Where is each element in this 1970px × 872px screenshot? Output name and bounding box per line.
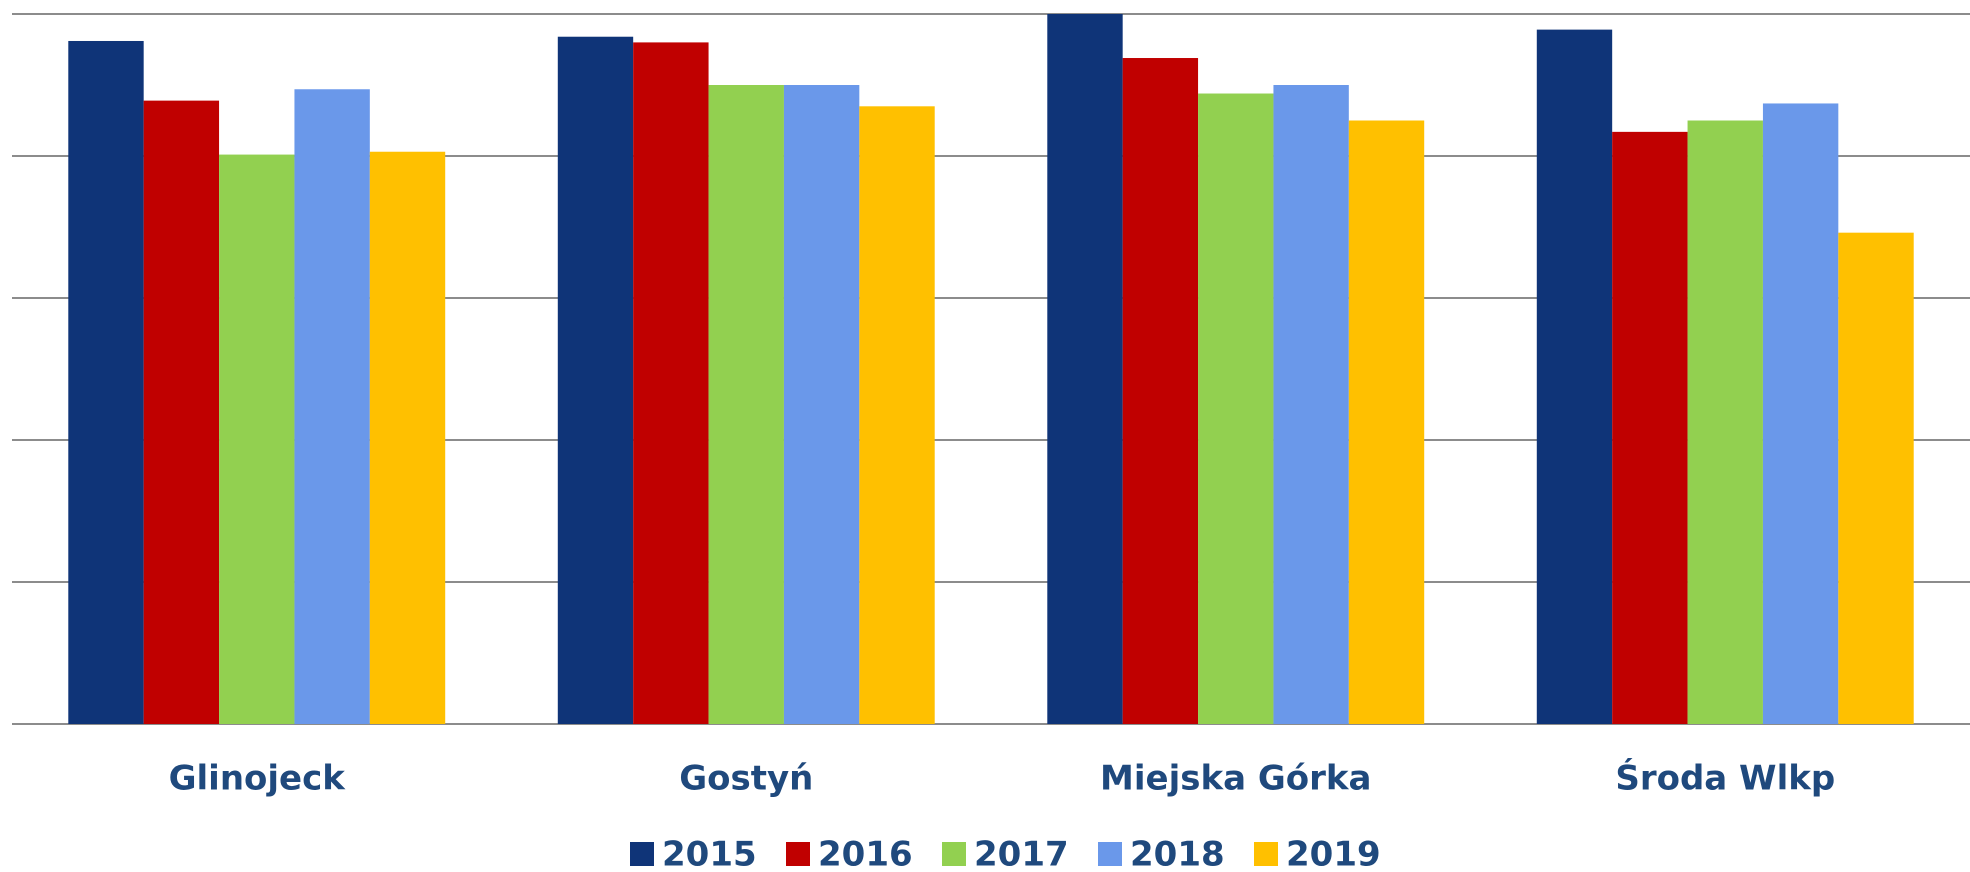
bar (1536, 29, 1613, 725)
bar (143, 100, 220, 725)
bar (1838, 232, 1914, 724)
legend-label: 2017 (974, 835, 1069, 872)
bar (369, 151, 446, 725)
legend-swatch (1098, 842, 1122, 866)
legend-label: 2019 (1286, 835, 1381, 872)
x-tick-label: Miejska Górka (1100, 759, 1371, 799)
bar (68, 40, 144, 725)
bar (557, 36, 634, 725)
x-tick-label: Gostyń (679, 759, 813, 799)
x-tick-label: Glinojeck (169, 759, 347, 799)
legend-label: 2016 (818, 835, 913, 872)
bar (633, 42, 709, 724)
bar (1687, 120, 1763, 724)
x-tick-label: Środa Wlkp (1615, 758, 1835, 799)
legend-label: 2018 (1130, 835, 1225, 872)
bar (783, 85, 860, 724)
bar (1273, 85, 1349, 724)
bar (219, 154, 295, 724)
bar (1047, 14, 1123, 724)
bar (294, 89, 370, 724)
legend-swatch (786, 842, 810, 866)
bar (1762, 103, 1839, 724)
legend-swatch (1254, 842, 1278, 866)
legend-swatch (630, 842, 654, 866)
bar (708, 85, 784, 724)
legend-swatch (942, 842, 966, 866)
bar (1122, 58, 1199, 724)
bar (859, 106, 935, 725)
legend-label: 2015 (662, 835, 757, 872)
bar (1198, 93, 1274, 724)
bar (1348, 120, 1425, 724)
bar (1612, 131, 1688, 725)
